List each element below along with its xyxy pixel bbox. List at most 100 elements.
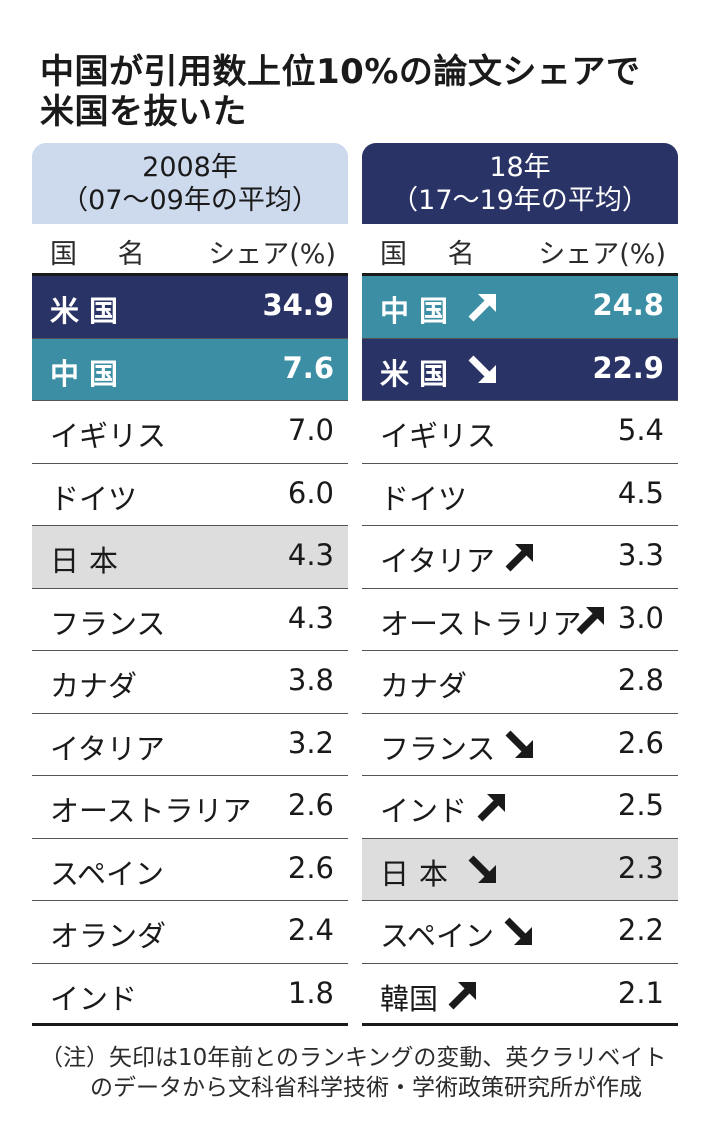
country-name: 韓国 <box>380 981 439 1016</box>
table-2008-rows: 米国 34.9 中国 7.6 イギリス 7.0 ドイツ 6.0 日本 4.3 フランス 4.3 カナダ 3… <box>32 276 348 1026</box>
table-row: イギリス 5.4 <box>362 401 678 464</box>
table-18-year: 18年 <box>489 152 551 183</box>
share-value: 5.4 <box>617 413 664 447</box>
table-row: 米国 34.9 <box>32 276 348 339</box>
share-value: 3.0 <box>617 600 664 635</box>
share-value: 2.6 <box>287 850 334 885</box>
share-value: 4.5 <box>617 475 664 510</box>
share-value: 2.4 <box>287 913 334 947</box>
table-2008: 2008年 （07～09年の平均） 国 名 シェア(%) 米国 34.9 中国 7.6… <box>32 143 348 1026</box>
country-name: インド <box>380 794 468 828</box>
share-value: 34.9 <box>262 288 334 322</box>
share-value: 3.2 <box>287 725 334 760</box>
country-name: オーストラリア <box>380 606 582 641</box>
footnote-line-1: （注）矢印は10年前とのランキングの変動、英クラリベイト <box>40 1045 667 1071</box>
footnote: （注）矢印は10年前とのランキングの変動、英クラリベイト のデータから文科省科学… <box>40 1043 700 1103</box>
share-value: 3.3 <box>617 538 664 572</box>
share-value: 4.3 <box>287 600 334 635</box>
table-row: インド 2.5 <box>362 776 678 839</box>
title-line-1: 中国が引用数上位10%の論文シェアで <box>40 52 641 92</box>
country-name: カナダ <box>380 669 468 703</box>
table-18-rows: 中国 24.8 米国 22.9 イギリス 5.4 ドイツ 4.5 イタリア 3.3 オーストラリア 3… <box>362 276 678 1026</box>
table-18-column-headers: 国 名 シェア(%) <box>362 224 678 276</box>
table-row: カナダ 2.8 <box>362 651 678 714</box>
arrow-up-right-icon <box>505 544 533 572</box>
country-name: インド <box>50 981 138 1016</box>
share-value: 2.6 <box>617 725 664 760</box>
table-row: イタリア 3.2 <box>32 714 348 776</box>
arrow-up-right-icon <box>477 794 505 822</box>
share-value: 4.3 <box>287 538 334 572</box>
share-value: 6.0 <box>287 475 334 510</box>
table-2008-period: （07～09年の平均） <box>61 185 319 216</box>
table-row: オーストラリア 2.6 <box>32 776 348 839</box>
country-name: スペイン <box>380 919 494 953</box>
country-name: オランダ <box>50 919 167 953</box>
country-name: イタリア <box>50 731 165 766</box>
country-name: フランス <box>380 731 496 766</box>
table-row: イタリア 3.3 <box>362 526 678 589</box>
table-18: 18年 （17～19年の平均） 国 名 シェア(%) 中国 24.8 米国 22.9 イ… <box>362 143 678 1026</box>
share-value: 2.8 <box>617 663 664 697</box>
table-2008-column-headers: 国 名 シェア(%) <box>32 224 348 276</box>
country-name: フランス <box>50 606 166 641</box>
table-row: 中国 24.8 <box>362 276 678 339</box>
table-row: オーストラリア 3.0 <box>362 589 678 651</box>
country-name: 中国 <box>380 294 459 328</box>
arrow-down-right-icon <box>468 855 496 883</box>
country-name: 日本 <box>380 856 459 891</box>
table-row: フランス 4.3 <box>32 589 348 651</box>
country-name: ドイツ <box>50 481 138 516</box>
table-row: スペイン 2.6 <box>32 839 348 901</box>
table-2008-header: 2008年 （07～09年の平均） <box>32 143 348 224</box>
country-name: 米国 <box>380 356 459 391</box>
table-row: 日本 2.3 <box>362 838 678 901</box>
share-value: 7.6 <box>282 350 334 385</box>
table-row: 中国 7.6 <box>32 338 348 401</box>
arrow-down-right-icon <box>505 730 533 758</box>
share-value: 2.6 <box>287 788 334 822</box>
share-value: 2.5 <box>617 788 664 822</box>
country-name: 日本 <box>50 544 129 578</box>
table-2008-year: 2008年 <box>142 152 238 183</box>
table-row: ドイツ 6.0 <box>32 464 348 526</box>
table-row: オランダ 2.4 <box>32 901 348 964</box>
country-name: オーストラリア <box>50 794 252 828</box>
share-value: 2.3 <box>617 850 664 885</box>
share-value: 7.0 <box>287 413 334 447</box>
share-value: 2.2 <box>617 913 664 947</box>
country-name: イギリス <box>380 419 497 453</box>
column-header-country: 国 名 <box>380 239 491 270</box>
share-value: 24.8 <box>592 288 664 322</box>
table-row: スペイン 2.2 <box>362 901 678 964</box>
table-row: フランス 2.6 <box>362 714 678 776</box>
table-row: 韓国 2.1 <box>362 964 678 1026</box>
table-row: カナダ 3.8 <box>32 651 348 714</box>
country-name: カナダ <box>50 669 138 703</box>
arrow-up-right-icon <box>576 606 604 634</box>
share-value: 3.8 <box>287 663 334 697</box>
table-row: インド 1.8 <box>32 964 348 1026</box>
arrow-up-right-icon <box>448 981 476 1009</box>
country-name: イギリス <box>50 419 167 453</box>
table-18-header: 18年 （17～19年の平均） <box>362 143 678 224</box>
country-name: 米国 <box>50 294 129 328</box>
share-value: 1.8 <box>287 975 334 1010</box>
arrow-down-right-icon <box>504 917 532 945</box>
country-name: 中国 <box>50 356 129 391</box>
column-header-country: 国 名 <box>50 239 161 270</box>
table-row: イギリス 7.0 <box>32 401 348 464</box>
chart-title: 中国が引用数上位10%の論文シェアで 米国を抜いた <box>40 52 700 132</box>
share-value: 2.1 <box>617 975 664 1010</box>
table-row: 米国 22.9 <box>362 338 678 401</box>
country-name: スペイン <box>50 856 164 891</box>
title-line-2: 米国を抜いた <box>40 92 247 132</box>
country-name: イタリア <box>380 544 495 578</box>
column-header-share: シェア(%) <box>538 239 666 270</box>
column-header-share: シェア(%) <box>208 239 336 270</box>
table-row: 日本 4.3 <box>32 526 348 589</box>
arrow-up-right-icon <box>468 294 496 322</box>
footnote-line-2: のデータから文科省科学技術・学術政策研究所が作成 <box>90 1075 642 1101</box>
table-18-period: （17～19年の平均） <box>391 185 649 216</box>
table-row: ドイツ 4.5 <box>362 464 678 526</box>
